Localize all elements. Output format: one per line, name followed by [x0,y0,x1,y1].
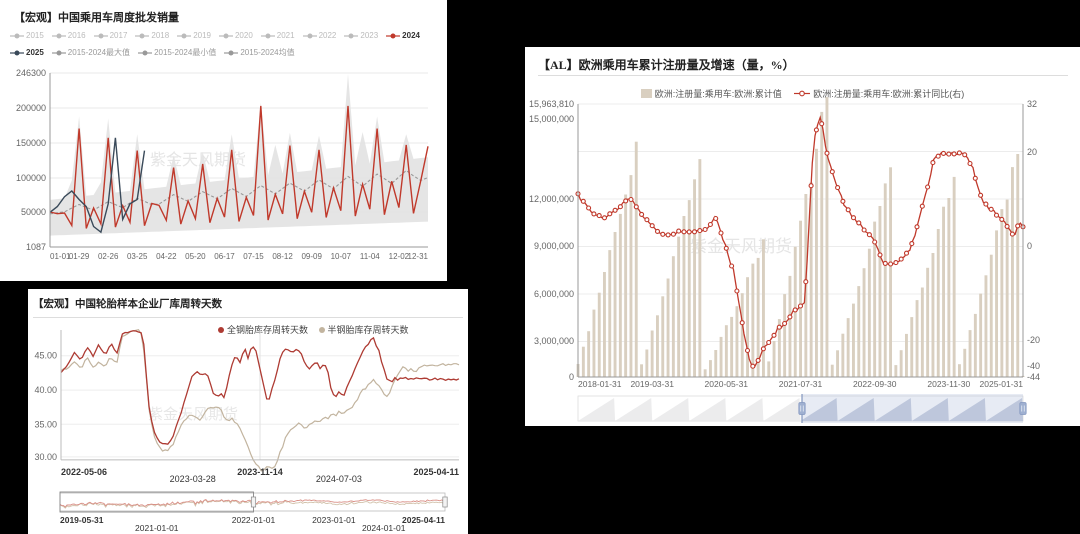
svg-text:200000: 200000 [16,103,46,113]
svg-text:10-07: 10-07 [331,252,352,261]
svg-text:9,000,000: 9,000,000 [534,241,574,251]
svg-text:12,000,000: 12,000,000 [529,194,574,204]
svg-text:150000: 150000 [16,138,46,148]
svg-text:-20: -20 [1027,335,1040,345]
svg-text:04-22: 04-22 [156,252,177,261]
svg-text:6,000,000: 6,000,000 [534,289,574,299]
svg-text:15,000,000: 15,000,000 [529,114,574,124]
svg-text:50000: 50000 [21,207,46,217]
svg-text:2025-04-11: 2025-04-11 [402,515,445,525]
svg-text:12-31: 12-31 [408,252,429,261]
svg-text:20: 20 [1027,147,1037,157]
svg-text:246300: 246300 [16,68,46,78]
svg-text:2021-01-01: 2021-01-01 [135,523,179,533]
svg-text:-44: -44 [1027,372,1040,382]
svg-text:08-12: 08-12 [272,252,293,261]
svg-text:2022-01-01: 2022-01-01 [232,515,276,525]
svg-text:15,963,810: 15,963,810 [529,99,574,109]
svg-text:07-15: 07-15 [243,252,264,261]
svg-text:3,000,000: 3,000,000 [534,336,574,346]
svg-text:01-29: 01-29 [69,252,90,261]
svg-text:2019-05-31: 2019-05-31 [60,515,104,525]
svg-text:2023-01-01: 2023-01-01 [312,515,356,525]
svg-text:2025-01-31: 2025-01-31 [980,379,1024,389]
svg-text:100000: 100000 [16,173,46,183]
svg-text:2024-01-01: 2024-01-01 [362,523,406,533]
svg-text:02-26: 02-26 [98,252,119,261]
svg-text:32: 32 [1027,99,1037,109]
svg-text:2018-01-31: 2018-01-31 [578,379,622,389]
svg-text:2020-05-31: 2020-05-31 [705,379,749,389]
svg-text:2023-11-30: 2023-11-30 [927,379,970,389]
svg-text:0: 0 [1027,241,1032,251]
svg-text:2022-09-30: 2022-09-30 [853,379,897,389]
svg-text:-40: -40 [1027,361,1040,371]
svg-text:01-01: 01-01 [50,252,71,261]
svg-text:11-04: 11-04 [360,252,380,261]
svg-text:2019-03-31: 2019-03-31 [630,379,674,389]
svg-text:2021-07-31: 2021-07-31 [779,379,823,389]
svg-text:紫金天风期货: 紫金天风期货 [690,237,792,256]
svg-text:1087: 1087 [26,242,46,252]
svg-text:05-20: 05-20 [185,252,206,261]
svg-text:09-09: 09-09 [301,252,322,261]
svg-text:03-25: 03-25 [127,252,148,261]
svg-text:12-02: 12-02 [389,252,410,261]
svg-text:0: 0 [569,372,574,382]
svg-text:06-17: 06-17 [214,252,235,261]
